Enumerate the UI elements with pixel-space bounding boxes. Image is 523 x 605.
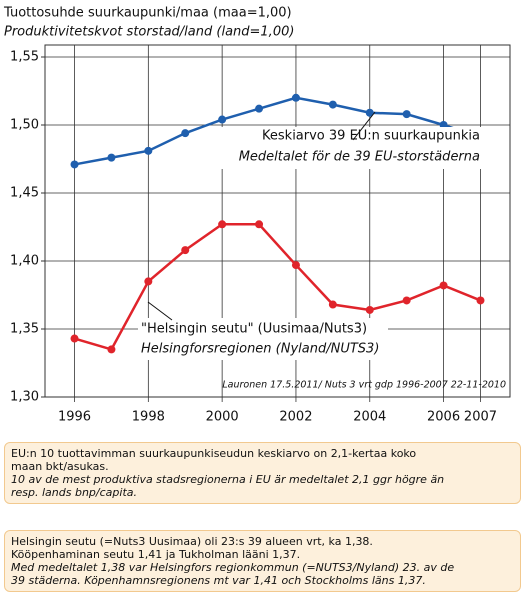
x-tick-label: 1998 <box>132 410 165 425</box>
series-label: Helsingforsregionen (Nyland/NUTS3) <box>141 342 379 357</box>
x-tick-label: 2000 <box>206 410 239 425</box>
data-point <box>107 153 116 162</box>
note-box: EU:n 10 tuottavimman suurkaupunkiseudun … <box>4 442 521 504</box>
series-label: "Helsingin seutu" (Uusimaa/Nuts3) <box>141 322 367 337</box>
data-point <box>107 345 116 354</box>
note-text: 39 städerna. Köpenhamnsregionens mt var … <box>11 574 426 587</box>
note-text: Kööpenhaminan seutu 1,41 ja Tukholman lä… <box>11 548 301 561</box>
data-point <box>476 296 485 305</box>
data-point <box>402 296 411 305</box>
x-tick-label: 1996 <box>58 410 91 425</box>
data-point <box>255 104 264 113</box>
data-point <box>439 281 448 290</box>
label-bg <box>138 318 388 360</box>
data-point <box>365 305 374 314</box>
y-tick-label: 1,35 <box>10 322 39 337</box>
data-point <box>218 220 227 229</box>
series-label: Keskiarvo 39 EU:n suurkaupunkia <box>262 129 480 144</box>
data-point <box>291 261 300 270</box>
series-line <box>74 223 481 351</box>
data-point <box>291 93 300 102</box>
x-tick-label: 2006 <box>427 410 460 425</box>
pointer <box>352 111 376 141</box>
data-point <box>70 160 79 169</box>
source-note: Lauronen 17.5.2011/ Nuts 3 vrt gdp 1996-… <box>222 380 506 391</box>
chart: Tuottosuhde suurkaupunki/maa (maa=1,00) … <box>3 6 511 425</box>
data-point <box>328 300 337 309</box>
pointer <box>147 301 173 321</box>
chart-title: Tuottosuhde suurkaupunki/maa (maa=1,00) <box>3 6 292 21</box>
chart-subtitle: Produktivitetskvot storstad/land (land=1… <box>4 25 294 40</box>
data-point <box>181 129 190 138</box>
note-text: resp. lands bnp/capita. <box>11 486 137 499</box>
x-tick-label: 2004 <box>353 410 386 425</box>
data-point <box>144 277 153 286</box>
data-point <box>144 146 153 155</box>
series-line <box>74 96 481 166</box>
note-box: Helsingin seutu (=Nuts3 Uusimaa) oli 23:… <box>4 530 521 592</box>
y-tick-label: 1,30 <box>10 390 39 405</box>
data-point <box>255 220 264 229</box>
data-point <box>218 115 227 124</box>
note-text: Med medeltalet 1,38 var Helsingfors regi… <box>11 561 455 574</box>
note-text: maan bkt/asukas. <box>11 460 109 473</box>
note-text: Helsingin seutu (=Nuts3 Uusimaa) oli 23:… <box>11 535 373 548</box>
x-tick-label: 2007 <box>464 410 497 425</box>
x-tick-label: 2002 <box>279 410 312 425</box>
note-text: EU:n 10 tuottavimman suurkaupunkiseudun … <box>11 447 417 460</box>
series-label: Medeltalet för de 39 EU-storstäderna <box>239 150 480 165</box>
y-tick-label: 1,50 <box>10 118 39 133</box>
note-text: 10 av de mest produktiva stadsregionerna… <box>11 473 445 486</box>
data-point <box>70 334 79 343</box>
label-bg <box>218 127 490 169</box>
y-tick-label: 1,55 <box>10 50 39 65</box>
data-point <box>181 246 190 255</box>
y-tick-label: 1,45 <box>10 186 39 201</box>
data-point <box>328 100 337 109</box>
y-tick-label: 1,40 <box>10 254 39 269</box>
data-point <box>402 110 411 119</box>
data-point <box>365 108 374 117</box>
